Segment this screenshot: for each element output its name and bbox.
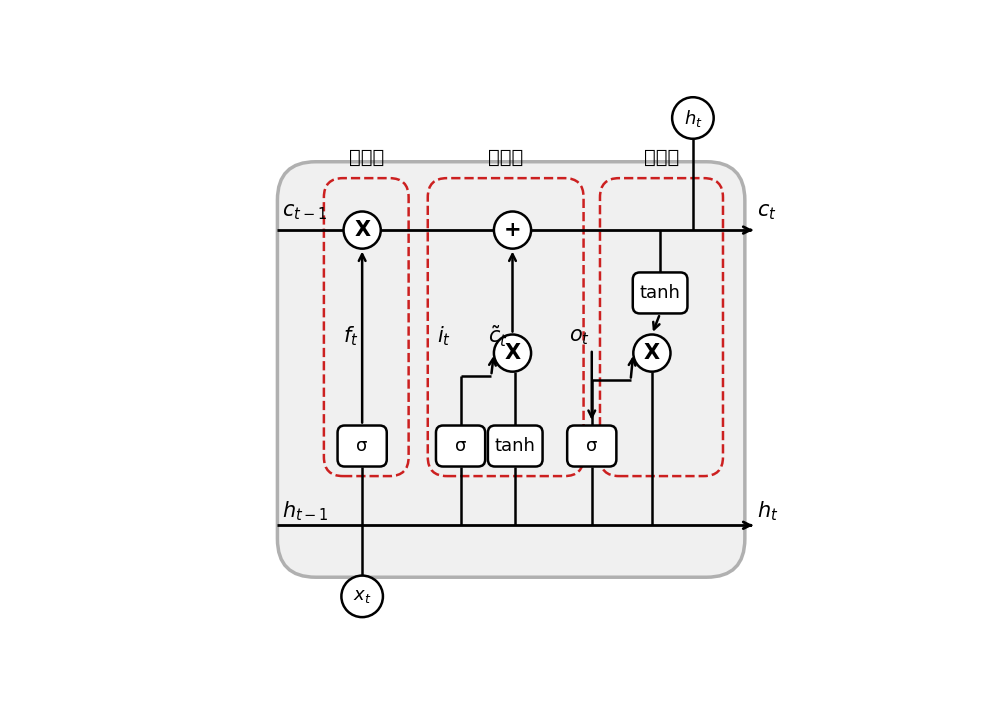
Text: +: + bbox=[504, 220, 521, 240]
Text: 输入门: 输入门 bbox=[488, 148, 523, 168]
FancyBboxPatch shape bbox=[633, 273, 687, 313]
Text: σ: σ bbox=[586, 437, 597, 455]
Circle shape bbox=[494, 212, 531, 248]
Text: $o_t$: $o_t$ bbox=[569, 327, 590, 346]
Circle shape bbox=[672, 97, 714, 138]
Text: $\tilde{c}_t$: $\tilde{c}_t$ bbox=[488, 324, 508, 349]
Circle shape bbox=[633, 334, 670, 371]
FancyBboxPatch shape bbox=[338, 425, 387, 466]
Circle shape bbox=[344, 212, 381, 248]
Circle shape bbox=[494, 334, 531, 371]
Text: $h_{t-1}$: $h_{t-1}$ bbox=[282, 499, 329, 523]
Text: $x_t$: $x_t$ bbox=[353, 587, 371, 606]
FancyBboxPatch shape bbox=[436, 425, 485, 466]
Text: 遗忘门: 遗忘门 bbox=[349, 148, 384, 168]
Circle shape bbox=[341, 576, 383, 617]
FancyBboxPatch shape bbox=[488, 425, 543, 466]
Text: $h_t$: $h_t$ bbox=[757, 499, 779, 523]
FancyBboxPatch shape bbox=[567, 425, 616, 466]
Text: $c_t$: $c_t$ bbox=[757, 202, 777, 222]
Text: $c_{t-1}$: $c_{t-1}$ bbox=[282, 202, 327, 222]
Text: σ: σ bbox=[356, 437, 368, 455]
Text: 输出门: 输出门 bbox=[644, 148, 679, 168]
Text: X: X bbox=[504, 343, 521, 363]
Text: $i_t$: $i_t$ bbox=[437, 325, 451, 349]
Text: $h_t$: $h_t$ bbox=[684, 107, 702, 129]
Text: X: X bbox=[644, 343, 660, 363]
FancyBboxPatch shape bbox=[277, 162, 745, 577]
Text: σ: σ bbox=[455, 437, 466, 455]
Text: tanh: tanh bbox=[495, 437, 536, 455]
Text: tanh: tanh bbox=[640, 284, 681, 302]
Text: X: X bbox=[354, 220, 370, 240]
Text: $f_t$: $f_t$ bbox=[343, 325, 359, 349]
